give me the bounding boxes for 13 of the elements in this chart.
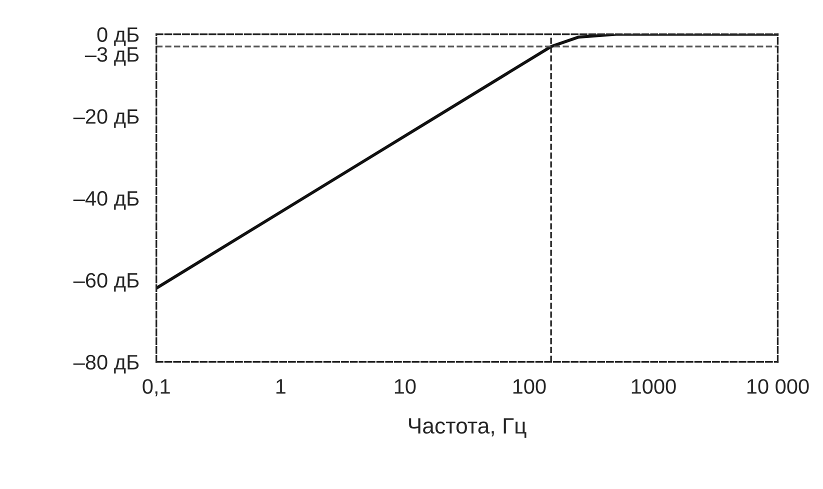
y-tick-label: –3 дБ — [84, 47, 139, 66]
x-tick-label: 100 — [513, 379, 546, 394]
x-tick-label: 10 — [394, 379, 416, 394]
x-tick-label: 10 000 — [747, 379, 809, 394]
y-tick-label: –40 дБ — [73, 191, 139, 210]
x-tick-label: 0,1 — [142, 379, 170, 396]
x-axis-title: Частота, Гц — [409, 418, 526, 438]
y-tick-label: –20 дБ — [73, 109, 139, 128]
y-tick-label: 0 дБ — [97, 27, 139, 46]
x-tick-label: 1000 — [632, 379, 676, 394]
y-tick-label: –80 дБ — [73, 354, 139, 374]
y-tick-label: –60 дБ — [73, 272, 139, 292]
x-tick-label: 1 — [276, 379, 286, 394]
